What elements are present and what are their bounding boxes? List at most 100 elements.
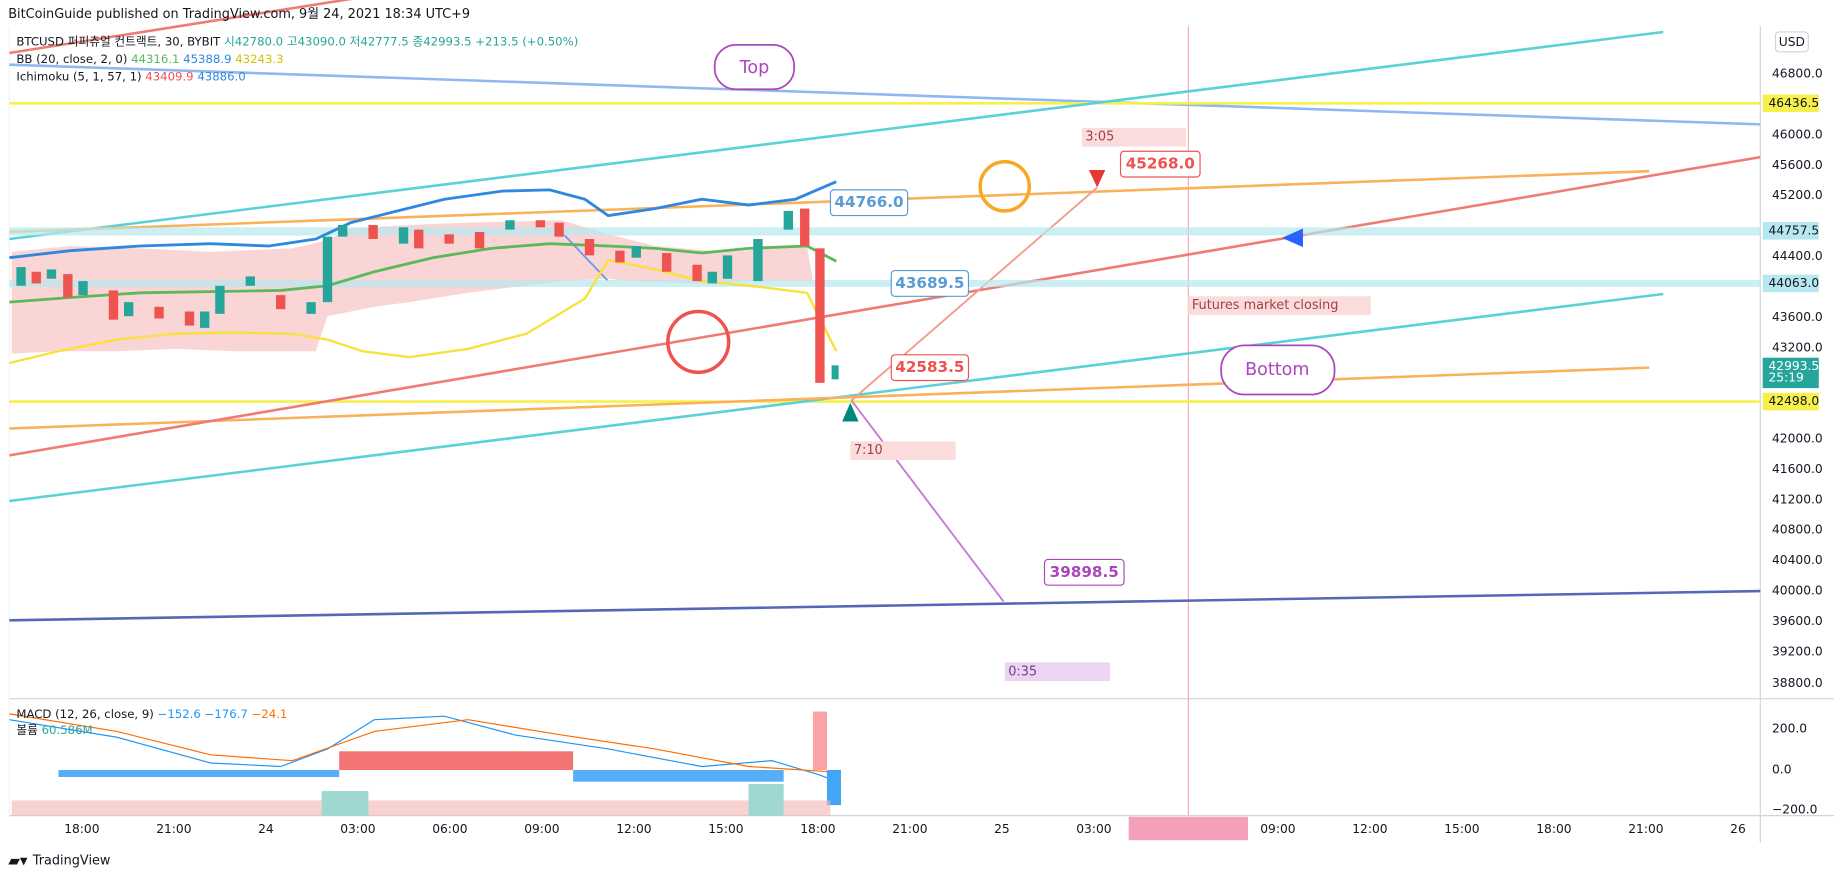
time-label: 21:00 — [1628, 822, 1663, 836]
symbol: BTCUSD 퍼피츄얼 컨트랙트, 30, BYBIT 시42780.0 고43… — [16, 34, 578, 48]
macd-tick: 200.0 — [1772, 722, 1807, 736]
label-box — [1043, 558, 1125, 586]
price-badge — [1762, 357, 1819, 389]
time-label: 09:00 — [524, 822, 559, 836]
cursor-time-box — [1128, 816, 1249, 841]
macd-value: −24.1 — [252, 706, 288, 720]
symbol-name: BTCUSD 퍼피츄얼 컨트랙트, 30, BYBIT — [16, 34, 221, 48]
volume-value: 60.586M — [42, 723, 93, 737]
macd-name: MACD (12, 26, close, 9) — [16, 706, 153, 720]
bb-upper — [9, 180, 837, 260]
level-bands — [9, 227, 1761, 287]
time-label: 03:00 — [340, 822, 375, 836]
bb-basis — [9, 242, 837, 304]
range-box — [1081, 127, 1187, 147]
price-tick: 40000.0 — [1772, 584, 1823, 598]
time-label: 09:00 — [1260, 822, 1295, 836]
open: 시42780.0 — [224, 34, 283, 48]
time-label: 18:00 — [800, 822, 835, 836]
ichimoku-name: Ichimoku (5, 1, 57, 1) — [16, 69, 141, 83]
currency-button[interactable] — [1774, 31, 1809, 53]
published: BitCoinGuide published on TradingView.co… — [8, 7, 470, 22]
up-arrow — [842, 402, 859, 422]
callout-box — [1220, 344, 1336, 396]
time-label: 12:00 — [1352, 822, 1387, 836]
duration: 0:35 — [1008, 664, 1037, 679]
label-box — [829, 189, 909, 217]
price-tick: 41600.0 — [1772, 462, 1823, 476]
macd-pane — [9, 711, 841, 816]
price-tick: 46000.0 — [1772, 127, 1823, 141]
price-badge — [1762, 94, 1819, 113]
callout-box — [713, 43, 796, 91]
price-tick: 41200.0 — [1772, 492, 1823, 506]
time-label: 18:00 — [1536, 822, 1571, 836]
range-box — [1004, 662, 1110, 682]
footer-brand: TradingView — [32, 854, 111, 869]
annotation-texts: Top Bottom 3:05 7:10 0:35 Futures market… — [739, 58, 1339, 679]
price-tick: 45600.0 — [1772, 158, 1823, 172]
note: Futures market closing — [1192, 298, 1339, 313]
left-arrow — [1281, 228, 1303, 248]
price-tick: 38800.0 — [1772, 676, 1823, 690]
time-label: 03:00 — [1076, 822, 1111, 836]
price-badge — [1762, 222, 1819, 240]
time-label: 12:00 — [616, 822, 651, 836]
countdown: 25:19 — [1769, 371, 1804, 385]
price-tick: 46800.0 — [1772, 67, 1823, 81]
ichimoku-line — [9, 258, 838, 365]
bb-name: BB (20, close, 2, 0) — [16, 51, 127, 65]
down-arrow — [1088, 169, 1106, 188]
time-label: 15:00 — [708, 822, 743, 836]
bb-value: 43243.3 — [235, 51, 283, 65]
logo: ▰▾ — [8, 852, 28, 870]
price-label: 45268.0 — [1126, 155, 1195, 173]
price-tick: 45200.0 — [1772, 188, 1823, 202]
time-label: 21:00 — [156, 822, 191, 836]
time-label: 06:00 — [432, 822, 467, 836]
volume-name: 볼륨 — [16, 723, 38, 737]
duration: 3:05 — [1085, 130, 1114, 145]
top-label: Top — [739, 58, 770, 78]
currency[interactable]: USD — [1779, 35, 1805, 49]
macd-tick: 0.0 — [1772, 763, 1792, 777]
close: 종42993.5 — [412, 34, 471, 48]
time-label: 21:00 — [892, 822, 927, 836]
price-tick: 44400.0 — [1772, 249, 1823, 263]
ichimoku-value: 43409.9 — [145, 69, 193, 83]
ichimoku-value: 43886.0 — [197, 69, 245, 83]
macd-value: −176.7 — [205, 706, 248, 720]
macd-value: −152.6 — [158, 706, 201, 720]
price-tick: 42000.0 — [1772, 432, 1823, 446]
bb-value: 44316.1 — [131, 51, 179, 65]
sad-icon — [666, 309, 731, 375]
bb-legend: BB (20, close, 2, 0) 44316.1 45388.9 432… — [16, 51, 283, 65]
time-label: 24 — [258, 822, 274, 836]
price-badge — [1762, 274, 1819, 293]
bottom-label: Bottom — [1245, 360, 1309, 380]
price-tick: 40400.0 — [1772, 553, 1823, 567]
bb-value: 45388.9 — [183, 51, 231, 65]
price-tick: 39600.0 — [1772, 614, 1823, 628]
label-box — [890, 269, 970, 297]
change: +213.5 (+0.50%) — [475, 34, 578, 48]
label-box — [890, 354, 970, 382]
time-label: 25 — [994, 822, 1010, 836]
duration: 7:10 — [854, 443, 883, 458]
label-box — [1119, 150, 1201, 178]
candles — [16, 208, 839, 383]
price-badge-label: 44063.0 — [1769, 276, 1820, 290]
price-label: 39898.5 — [1050, 563, 1119, 581]
trend-lines — [9, 0, 1761, 622]
price-badge-label: 42498.0 — [1769, 394, 1820, 408]
price-tick: 43200.0 — [1772, 340, 1823, 354]
price-label: 44766.0 — [834, 193, 903, 211]
price-label: 43689.5 — [895, 274, 964, 292]
time-label: 18:00 — [64, 822, 99, 836]
price-tick: 39200.0 — [1772, 644, 1823, 658]
time-label: 26 — [1730, 822, 1746, 836]
low: 저42777.5 — [350, 34, 409, 48]
note-box — [1188, 296, 1371, 316]
